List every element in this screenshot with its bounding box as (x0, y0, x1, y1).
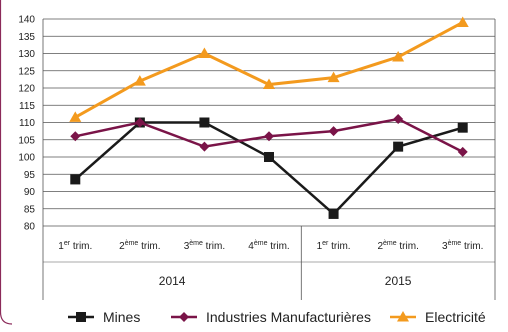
legend-marker-mines (76, 312, 86, 322)
y-tick-label: 135 (18, 32, 35, 43)
point-industries (70, 131, 81, 142)
point-mines (199, 117, 210, 128)
point-electricite (198, 47, 211, 58)
y-tick-label: 100 (18, 153, 35, 164)
legend-label-electricite: Electricité (425, 309, 486, 325)
x-tick-label: 3ème trim. (184, 240, 225, 252)
point-industries (199, 141, 210, 152)
point-industries (393, 114, 404, 125)
axes: 80 85 90 95 100 105 110 115 120 125 130 135 140 2014 2… (18, 15, 496, 300)
point-electricite (69, 111, 82, 122)
point-electricite (392, 50, 405, 62)
series-line-electricite (74, 21, 464, 119)
point-mines (457, 122, 468, 133)
y-tick-label: 115 (19, 101, 35, 112)
point-electricite (263, 78, 275, 90)
legend-label-industries: Industries Manufacturières (206, 309, 371, 325)
point-mines (70, 174, 81, 185)
point-industries (457, 146, 468, 157)
point-industries (264, 131, 274, 142)
x-tick-label: 4ème trim. (248, 240, 289, 252)
y-tick-label: 80 (24, 222, 36, 233)
y-tick-label: 105 (18, 135, 35, 146)
grid (43, 18, 495, 227)
point-electricite (456, 16, 469, 27)
legend-marker-industries (179, 312, 189, 322)
point-electricite (327, 71, 340, 83)
y-tick-label: 85 (24, 204, 36, 215)
point-industries (134, 117, 145, 128)
legend-label-mines: Mines (103, 309, 140, 325)
x-tick-label: 3ème trim. (442, 240, 483, 252)
series-layer (69, 16, 469, 219)
legend: Mines Industries Manufacturières Electrici… (68, 309, 486, 325)
x-tick-label: 2ème trim. (377, 240, 418, 252)
point-mines (393, 141, 404, 152)
y-tick-label: 120 (18, 84, 35, 95)
x-tick-label: 2ème trim. (119, 240, 160, 252)
y-tick-label: 90 (24, 187, 36, 198)
y-tick-label: 140 (18, 15, 35, 26)
y-tick-label: 125 (18, 66, 35, 77)
x-tick-label: 1er trim. (58, 240, 92, 252)
x-tick-label: 1er trim. (317, 240, 351, 252)
legend-marker-electricite (397, 311, 409, 322)
chart-frame (0, 0, 13, 325)
point-mines (264, 152, 274, 162)
point-electricite (133, 75, 146, 86)
point-industries (328, 126, 339, 137)
year-label-2015: 2015 (385, 274, 412, 288)
y-tick-label: 110 (19, 118, 35, 129)
point-mines (328, 208, 339, 219)
y-tick-label: 130 (18, 49, 35, 60)
year-label-2014: 2014 (159, 274, 186, 288)
y-tick-label: 95 (24, 170, 36, 181)
